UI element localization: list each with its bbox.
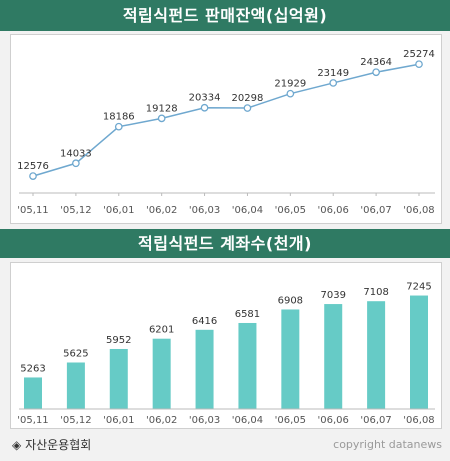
bar: [109, 348, 128, 409]
x-tick-label: '06,01: [103, 415, 134, 426]
line-data-label: 21929: [274, 79, 306, 90]
bar-data-label: 6581: [235, 309, 260, 320]
x-tick-label: '06,03: [189, 205, 220, 216]
line-data-label: 24364: [360, 57, 392, 68]
x-tick-label: '06,07: [360, 415, 391, 426]
copyright-note: copyright datanews: [333, 438, 442, 451]
line-data-label: 20334: [189, 93, 221, 104]
line-data-label: 18186: [103, 112, 135, 123]
x-tick-label: '06,03: [189, 415, 220, 426]
x-tick-label: '06,06: [318, 415, 349, 426]
bar-data-label: 5625: [63, 349, 88, 360]
line-data-label: 19128: [146, 103, 178, 114]
line-data-label: 23149: [317, 68, 349, 79]
bar-chart-title: 적립식펀드 계좌수(천개): [0, 229, 450, 258]
bar-data-label: 7108: [363, 287, 388, 298]
line-data-label: 12576: [17, 161, 49, 172]
source-note: ◈ 자산운용협회: [12, 436, 91, 453]
bar: [152, 338, 171, 409]
bar-chart-panel: 5263 5625 5952 6201 6416 6581 6908 7039 7108 7245…: [10, 262, 442, 429]
line-data-label: 20298: [232, 93, 264, 104]
bar-data-label: 5952: [106, 335, 131, 346]
line-point: [415, 60, 423, 69]
bar: [367, 301, 386, 409]
bar: [195, 329, 214, 409]
bar-data-label: 5263: [20, 363, 45, 374]
bar-data-label: 7039: [320, 290, 345, 301]
x-tick-label: '06,02: [146, 415, 177, 426]
bar: [66, 362, 85, 409]
source-label: 자산운용협회: [25, 438, 92, 452]
line-point: [372, 68, 380, 77]
x-tick-label: '05,12: [60, 415, 91, 426]
line-point: [329, 79, 338, 87]
diamond-bullet-icon: ◈: [12, 438, 22, 452]
x-tick-label: '05,12: [60, 205, 91, 216]
x-tick-label: '05,11: [17, 205, 48, 216]
bar-data-label: 7245: [406, 282, 431, 293]
line-point: [72, 159, 80, 168]
x-tick-label: '05,11: [17, 415, 48, 426]
x-tick-label: '06,07: [360, 205, 391, 216]
x-tick-label: '06,04: [232, 205, 263, 216]
bar-chart: 5263 5625 5952 6201 6416 6581 6908 7039 7108 7245…: [17, 282, 435, 426]
bar: [324, 304, 343, 409]
line-point: [243, 104, 252, 112]
bar-data-label: 6201: [149, 325, 174, 336]
x-tick-label: '06,05: [275, 415, 306, 426]
line-point: [29, 172, 37, 180]
line-chart: 12576 14033 18186 19128 20334 20298 21929 23149…: [17, 49, 435, 216]
x-tick-label: '06,08: [403, 415, 434, 426]
line-series: [32, 63, 420, 177]
line-data-label: 14033: [60, 148, 92, 159]
x-tick-label: '06,02: [146, 205, 177, 216]
line-chart-panel: 12576 14033 18186 19128 20334 20298 21929 23149…: [10, 34, 442, 224]
bar: [24, 377, 42, 409]
x-tick-label: '06,05: [275, 205, 306, 216]
line-point: [114, 122, 123, 131]
bar: [238, 322, 257, 409]
bar: [410, 295, 428, 409]
x-tick-label: '06,06: [318, 205, 349, 216]
line-point: [286, 89, 295, 98]
line-data-label: 25274: [403, 49, 435, 60]
x-tick-label: '06,08: [403, 205, 434, 216]
x-tick-label: '06,01: [103, 205, 134, 216]
line-point: [200, 103, 209, 112]
line-chart-title: 적립식펀드 판매잔액(십억원): [0, 0, 450, 31]
bar-data-label: 6908: [278, 295, 303, 306]
bar: [281, 309, 300, 409]
x-tick-label: '06,04: [232, 415, 263, 426]
line-point: [157, 114, 166, 123]
bar-data-label: 6416: [192, 316, 217, 327]
